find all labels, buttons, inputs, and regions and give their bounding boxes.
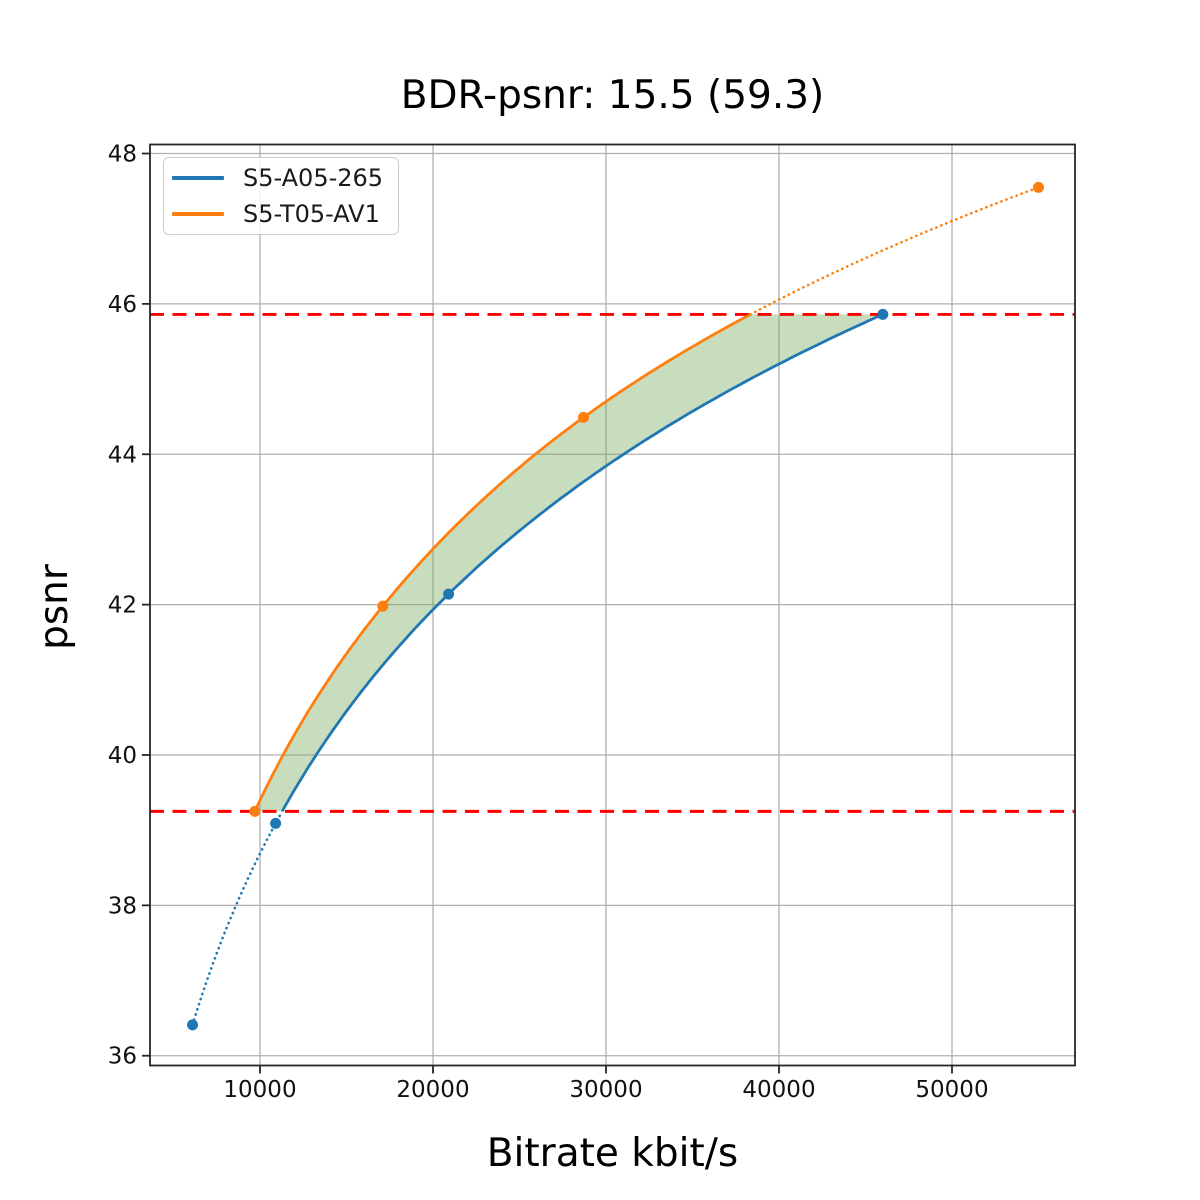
data-point-marker bbox=[877, 308, 889, 320]
y-axis-label: psnr bbox=[32, 564, 77, 650]
x-tick-label: 40000 bbox=[742, 1077, 815, 1103]
legend-item-0: S5-A05-265 bbox=[164, 160, 398, 196]
y-tick-label: 36 bbox=[108, 1044, 137, 1070]
series-line-dotted bbox=[191, 810, 284, 1027]
legend: S5-A05-265 S5-T05-AV1 bbox=[163, 157, 399, 235]
chart-title: BDR-psnr: 15.5 (59.3) bbox=[400, 73, 825, 118]
data-point-marker bbox=[578, 411, 589, 423]
legend-item-1: S5-T05-AV1 bbox=[164, 196, 398, 232]
legend-swatch-orange bbox=[172, 212, 224, 216]
data-point-marker bbox=[270, 817, 282, 829]
y-tick-label: 42 bbox=[108, 593, 137, 619]
y-tick-label: 40 bbox=[108, 743, 137, 769]
y-tick-label: 46 bbox=[108, 292, 137, 318]
x-tick-label: 10000 bbox=[223, 1077, 296, 1103]
y-tick-label: 38 bbox=[108, 893, 137, 919]
series-line-solid bbox=[280, 313, 884, 813]
x-axis-label: Bitrate kbit/s bbox=[486, 1131, 739, 1176]
x-tick-label: 30000 bbox=[569, 1077, 642, 1103]
legend-label-0: S5-A05-265 bbox=[243, 164, 384, 192]
plot-border bbox=[149, 143, 1076, 1067]
series-line-dotted bbox=[749, 186, 1040, 316]
y-tick-label: 44 bbox=[108, 442, 137, 468]
data-point-marker bbox=[1033, 181, 1044, 193]
legend-label-1: S5-T05-AV1 bbox=[243, 200, 380, 228]
bd-overlap-fill bbox=[254, 314, 883, 812]
x-tick-label: 20000 bbox=[396, 1077, 469, 1103]
legend-swatch-blue bbox=[172, 176, 224, 180]
x-tick-label: 50000 bbox=[915, 1077, 988, 1103]
data-point-marker bbox=[249, 805, 261, 817]
series-line-solid bbox=[253, 313, 752, 813]
y-tick-label: 48 bbox=[108, 142, 137, 168]
data-point-marker bbox=[377, 600, 389, 612]
data-point-marker bbox=[187, 1019, 198, 1031]
data-point-marker bbox=[443, 588, 455, 600]
